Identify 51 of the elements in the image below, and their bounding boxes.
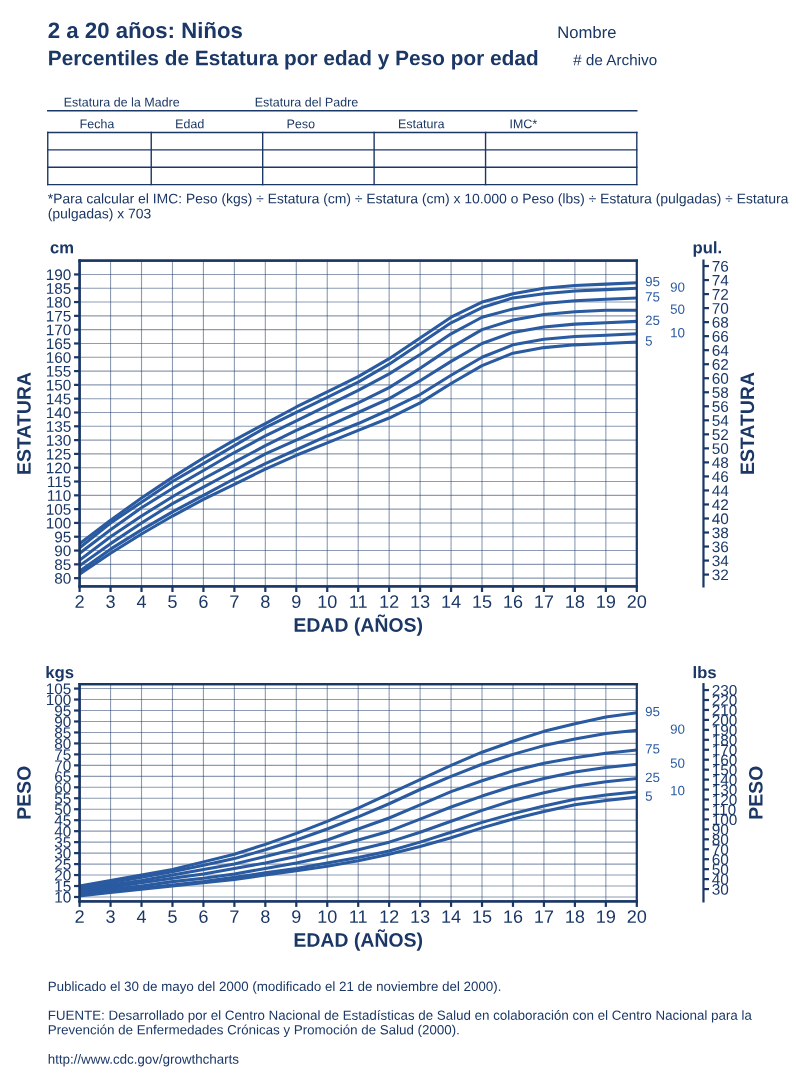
x-axis-title: EDAD (AÑOS)	[294, 929, 423, 951]
x-tick-label: 16	[504, 595, 523, 609]
x-tick-label: 6	[199, 595, 208, 609]
x-tick-label: 8	[261, 595, 270, 609]
x-tick-label: 15	[473, 910, 492, 923]
x-tick-label: 9	[292, 595, 301, 609]
x-tick-label: 8	[261, 910, 270, 923]
y2-axis-title: PESO	[748, 766, 763, 819]
x-tick-label: 12	[380, 595, 399, 608]
x-tick-label: 7	[230, 595, 239, 608]
x-tick-label: 10	[318, 595, 337, 609]
text: pul.	[693, 241, 721, 257]
text: kgs	[46, 665, 74, 682]
x-tick-label: 6	[199, 910, 208, 923]
x-tick-label: 12	[380, 910, 399, 923]
text: Nombre	[558, 25, 616, 39]
x-tick-label: 19	[597, 910, 616, 923]
x-axis-title: EDAD (AÑOS)	[294, 614, 423, 636]
x-tick-label: 5	[168, 910, 177, 923]
chart-title: 2 a 20 años: Niños	[48, 21, 242, 39]
y2-axis-title: ESTATURA	[740, 372, 755, 474]
x-tick-label: 3	[106, 595, 115, 609]
x-tick-label: 16	[504, 910, 523, 923]
x-tick-label: 19	[597, 595, 616, 609]
y-axis-title: ESTATURA	[17, 372, 31, 474]
x-tick-label: 13	[411, 595, 430, 609]
x-tick-label: 9	[292, 910, 301, 923]
x-tick-label: 3	[106, 910, 115, 923]
x-tick-label: 10	[318, 910, 337, 923]
x-tick-label: 14	[442, 595, 461, 608]
x-tick-label: 11	[350, 910, 367, 923]
x-tick-label: 7	[230, 910, 239, 923]
x-tick-label: 18	[566, 910, 585, 923]
x-tick-label: 4	[136, 910, 146, 923]
x-tick-label: 17	[535, 595, 554, 608]
x-tick-label: 13	[411, 910, 430, 923]
x-tick-label: 18	[566, 595, 585, 609]
x-tick-label: 2	[75, 595, 84, 608]
x-tick-label: 2	[75, 910, 84, 923]
y-axis-title: PESO	[17, 766, 31, 819]
x-tick-label: 4	[136, 595, 146, 608]
x-tick-label: 14	[442, 910, 461, 923]
x-tick-label: 11	[350, 595, 367, 608]
x-tick-label: 20	[627, 910, 647, 923]
x-tick-label: 17	[535, 910, 554, 923]
chart-subtitle: Percentiles de Estatura por edad y Peso por edad	[49, 50, 538, 70]
x-tick-label: 5	[168, 595, 177, 609]
x-tick-label: 20	[627, 595, 647, 609]
text: cm	[50, 244, 73, 254]
text: lbs	[693, 666, 716, 679]
x-tick-label: 15	[473, 595, 492, 609]
